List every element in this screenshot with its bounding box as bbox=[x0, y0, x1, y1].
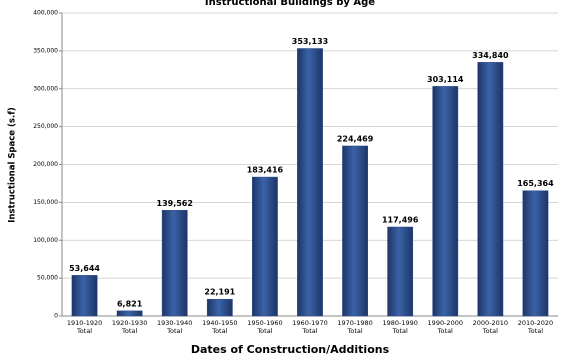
bar bbox=[71, 275, 98, 317]
bar bbox=[297, 48, 323, 317]
y-tick-label: 300,000 bbox=[33, 85, 58, 92]
data-label: 334,840 bbox=[472, 51, 509, 60]
bar bbox=[387, 226, 414, 317]
x-axis-title: Dates of Construction/Additions bbox=[191, 343, 390, 356]
chart-title: Instructional Buildings by Age bbox=[205, 0, 375, 8]
data-label: 303,114 bbox=[427, 75, 464, 84]
data-label: 139,562 bbox=[157, 199, 193, 208]
x-tick-label: 2000-2010 Total bbox=[472, 319, 509, 335]
y-axis-title: Instructional Space (s.f) bbox=[8, 107, 18, 223]
y-tick-label: 350,000 bbox=[33, 47, 58, 54]
y-tick-label: 150,000 bbox=[33, 199, 58, 206]
data-label: 165,364 bbox=[517, 179, 554, 188]
x-tick-label: 1910-1920 Total bbox=[66, 319, 103, 335]
bar bbox=[522, 190, 549, 317]
x-tick-label: 2010-2020 Total bbox=[517, 319, 554, 335]
bar bbox=[252, 176, 278, 317]
bar bbox=[477, 62, 504, 317]
bar bbox=[206, 298, 233, 317]
x-tick-label: 1940-1950 Total bbox=[202, 319, 238, 335]
data-label: 22,191 bbox=[204, 288, 235, 297]
x-tick-label: 1990-2000 Total bbox=[427, 319, 463, 335]
y-tick-label: 0 bbox=[54, 313, 58, 320]
data-label: 224,469 bbox=[337, 134, 374, 143]
x-tick-label: 1960-1970 Total bbox=[292, 319, 328, 335]
y-tick-label: 50,000 bbox=[37, 275, 58, 282]
y-tick-label: 200,000 bbox=[33, 161, 58, 168]
y-tick-label: 100,000 bbox=[33, 237, 58, 244]
bar bbox=[116, 310, 143, 317]
data-label: 117,496 bbox=[382, 215, 419, 224]
bar bbox=[432, 86, 459, 317]
data-label: 53,644 bbox=[69, 264, 100, 273]
data-label: 6,821 bbox=[117, 299, 143, 308]
data-label: 353,133 bbox=[292, 37, 328, 46]
x-tick-label: 1970-1980 Total bbox=[337, 319, 373, 335]
bar bbox=[161, 210, 188, 317]
x-tick-label: 1920-1930 Total bbox=[111, 319, 148, 335]
bar bbox=[342, 145, 368, 317]
x-tick-label: 1980-1990 Total bbox=[382, 319, 418, 335]
y-tick-label: 400,000 bbox=[33, 10, 58, 17]
data-label: 183,416 bbox=[247, 166, 284, 175]
y-tick-label: 250,000 bbox=[33, 123, 58, 130]
x-tick-label: 1930-1940 Total bbox=[157, 319, 193, 335]
x-tick-label: 1950-1960 Total bbox=[247, 319, 283, 335]
